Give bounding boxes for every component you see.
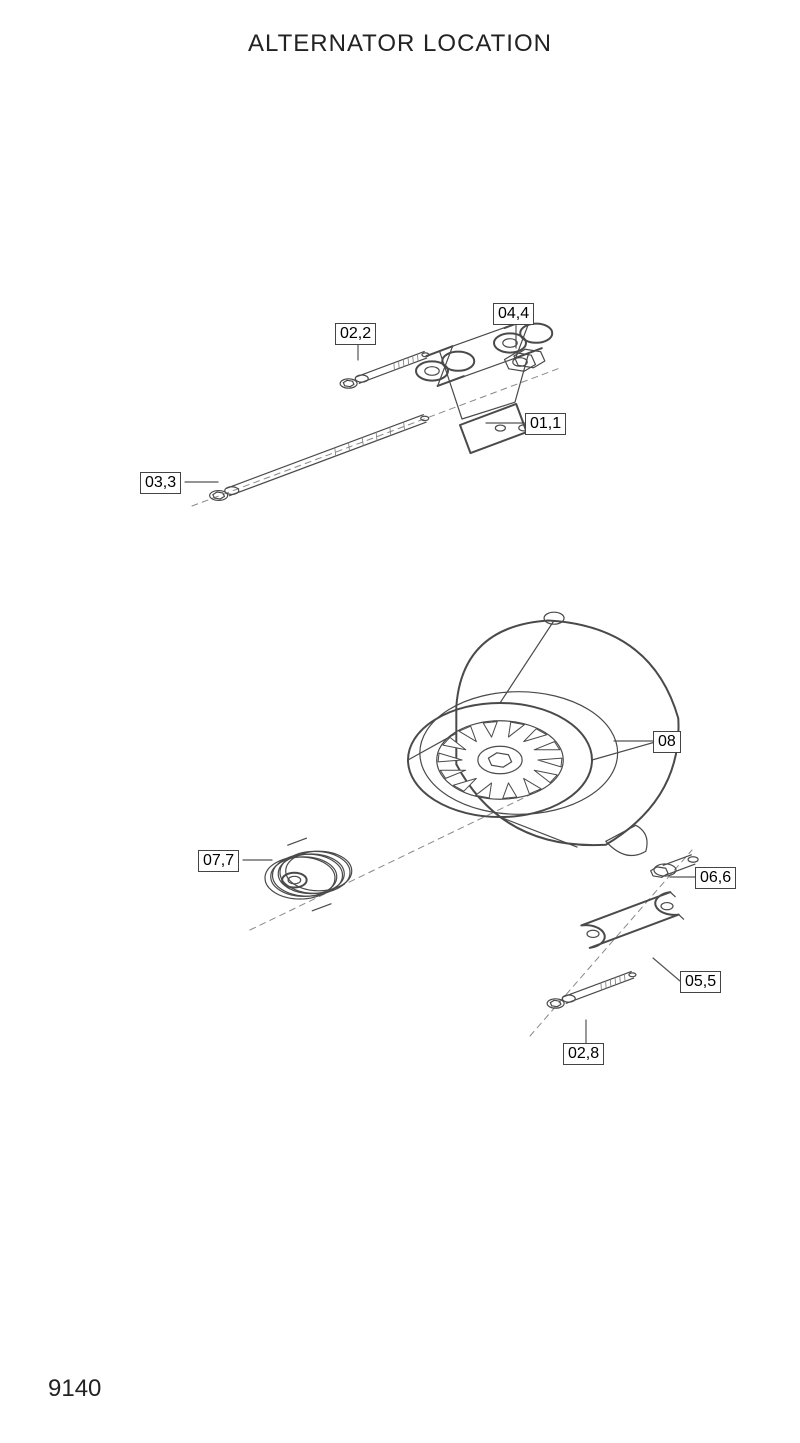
callout-02a: 02,2 [335, 323, 376, 345]
callout-04: 04,4 [493, 303, 534, 325]
screw-hexhead [550, 1000, 561, 1006]
page-root: ALTERNATOR LOCATION 01,102,203,304,405,5… [0, 0, 800, 1443]
leader-line [653, 958, 680, 981]
callout-08: 08 [653, 731, 681, 753]
strap [581, 892, 683, 948]
callout-07: 07,7 [198, 850, 239, 872]
page-number: 9140 [48, 1375, 101, 1403]
callout-05: 05,5 [680, 971, 721, 993]
screw-hexhead [343, 380, 354, 386]
callout-01: 01,1 [525, 413, 566, 435]
callout-06: 06,6 [695, 867, 736, 889]
callout-02b: 02,8 [563, 1043, 604, 1065]
callout-03: 03,3 [140, 472, 181, 494]
alternator [408, 612, 679, 855]
axis-line [192, 368, 560, 506]
screw-hexhead [213, 492, 225, 499]
diagram-svg [0, 0, 800, 1443]
axis-line [250, 790, 540, 930]
